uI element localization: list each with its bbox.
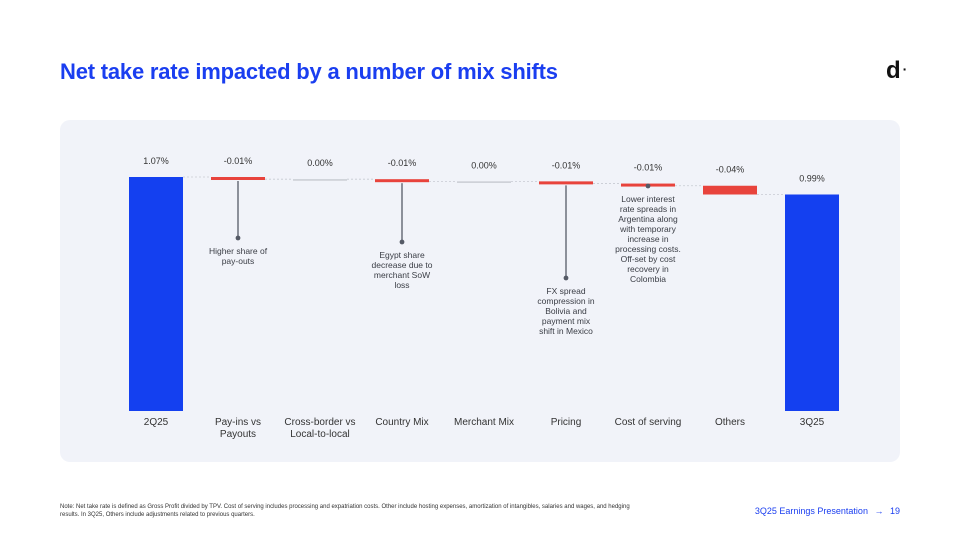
value-label-4: 0.00%	[471, 160, 497, 170]
category-label-1: Pay-ins vs Payouts	[215, 417, 261, 440]
page-footer: 3Q25 Earnings Presentation → 19	[755, 506, 900, 516]
value-label-6: -0.01%	[634, 163, 663, 173]
category-label-0: 2Q25	[144, 417, 169, 428]
arrow-right-icon: →	[874, 506, 884, 516]
category-label-2: Cross-border vs Local-to-local	[284, 417, 355, 440]
category-label-8: 3Q25	[800, 417, 825, 428]
chart-panel: 1.07% 2Q25 -0.01% Pay-ins vs Payouts 0.00% Cro…	[60, 120, 900, 462]
annotation-dot-0	[235, 235, 241, 241]
category-label-6: Cost of serving	[615, 417, 682, 428]
annotation-text-3: Lower interest rate spreads in Argentina a…	[615, 194, 681, 284]
brand-logo-dot-icon: ·	[902, 61, 908, 77]
bar-7	[703, 185, 757, 195]
bar-5	[539, 181, 593, 185]
category-label-7: Others	[715, 417, 745, 428]
annotation-dot-1	[399, 239, 405, 245]
annotation-dot-2	[563, 275, 569, 281]
value-label-7: -0.04%	[716, 165, 745, 175]
value-label-8: 0.99%	[799, 173, 825, 183]
bar-1	[211, 177, 265, 180]
bar-8	[785, 194, 839, 411]
bar-0	[129, 177, 183, 411]
value-label-2: 0.00%	[307, 158, 333, 168]
annotation-text-1: Egypt share decrease due to merchant SoW lo…	[372, 250, 433, 290]
footnote: Note: Net take rate is defined as Gross …	[60, 504, 630, 518]
annotation-text-2: FX spread compression in Bolivia and paymen…	[537, 286, 594, 336]
brand-logo: d ·	[886, 57, 907, 85]
page-number: 19	[889, 506, 900, 516]
bar-3	[375, 179, 429, 183]
brand-logo-letter: d	[886, 57, 901, 84]
bar-2	[293, 179, 347, 181]
category-label-4: Merchant Mix	[454, 417, 514, 428]
waterfall-chart: 1.07% 2Q25 -0.01% Pay-ins vs Payouts 0.00% Cro…	[129, 156, 839, 440]
slide-title: Net take rate impacted by a number of mi…	[60, 59, 558, 84]
value-label-5: -0.01%	[552, 160, 581, 170]
annotation-dot-3	[645, 183, 651, 189]
value-label-3: -0.01%	[388, 158, 417, 168]
annotation-text-0: Higher share of pay-outs	[209, 246, 268, 266]
value-label-1: -0.01%	[224, 156, 253, 166]
value-label-0: 1.07%	[143, 156, 169, 166]
footer-label: 3Q25 Earnings Presentation	[754, 506, 868, 516]
bar-4	[457, 181, 511, 183]
category-label-5: Pricing	[551, 417, 582, 428]
category-label-3: Country Mix	[375, 417, 428, 428]
